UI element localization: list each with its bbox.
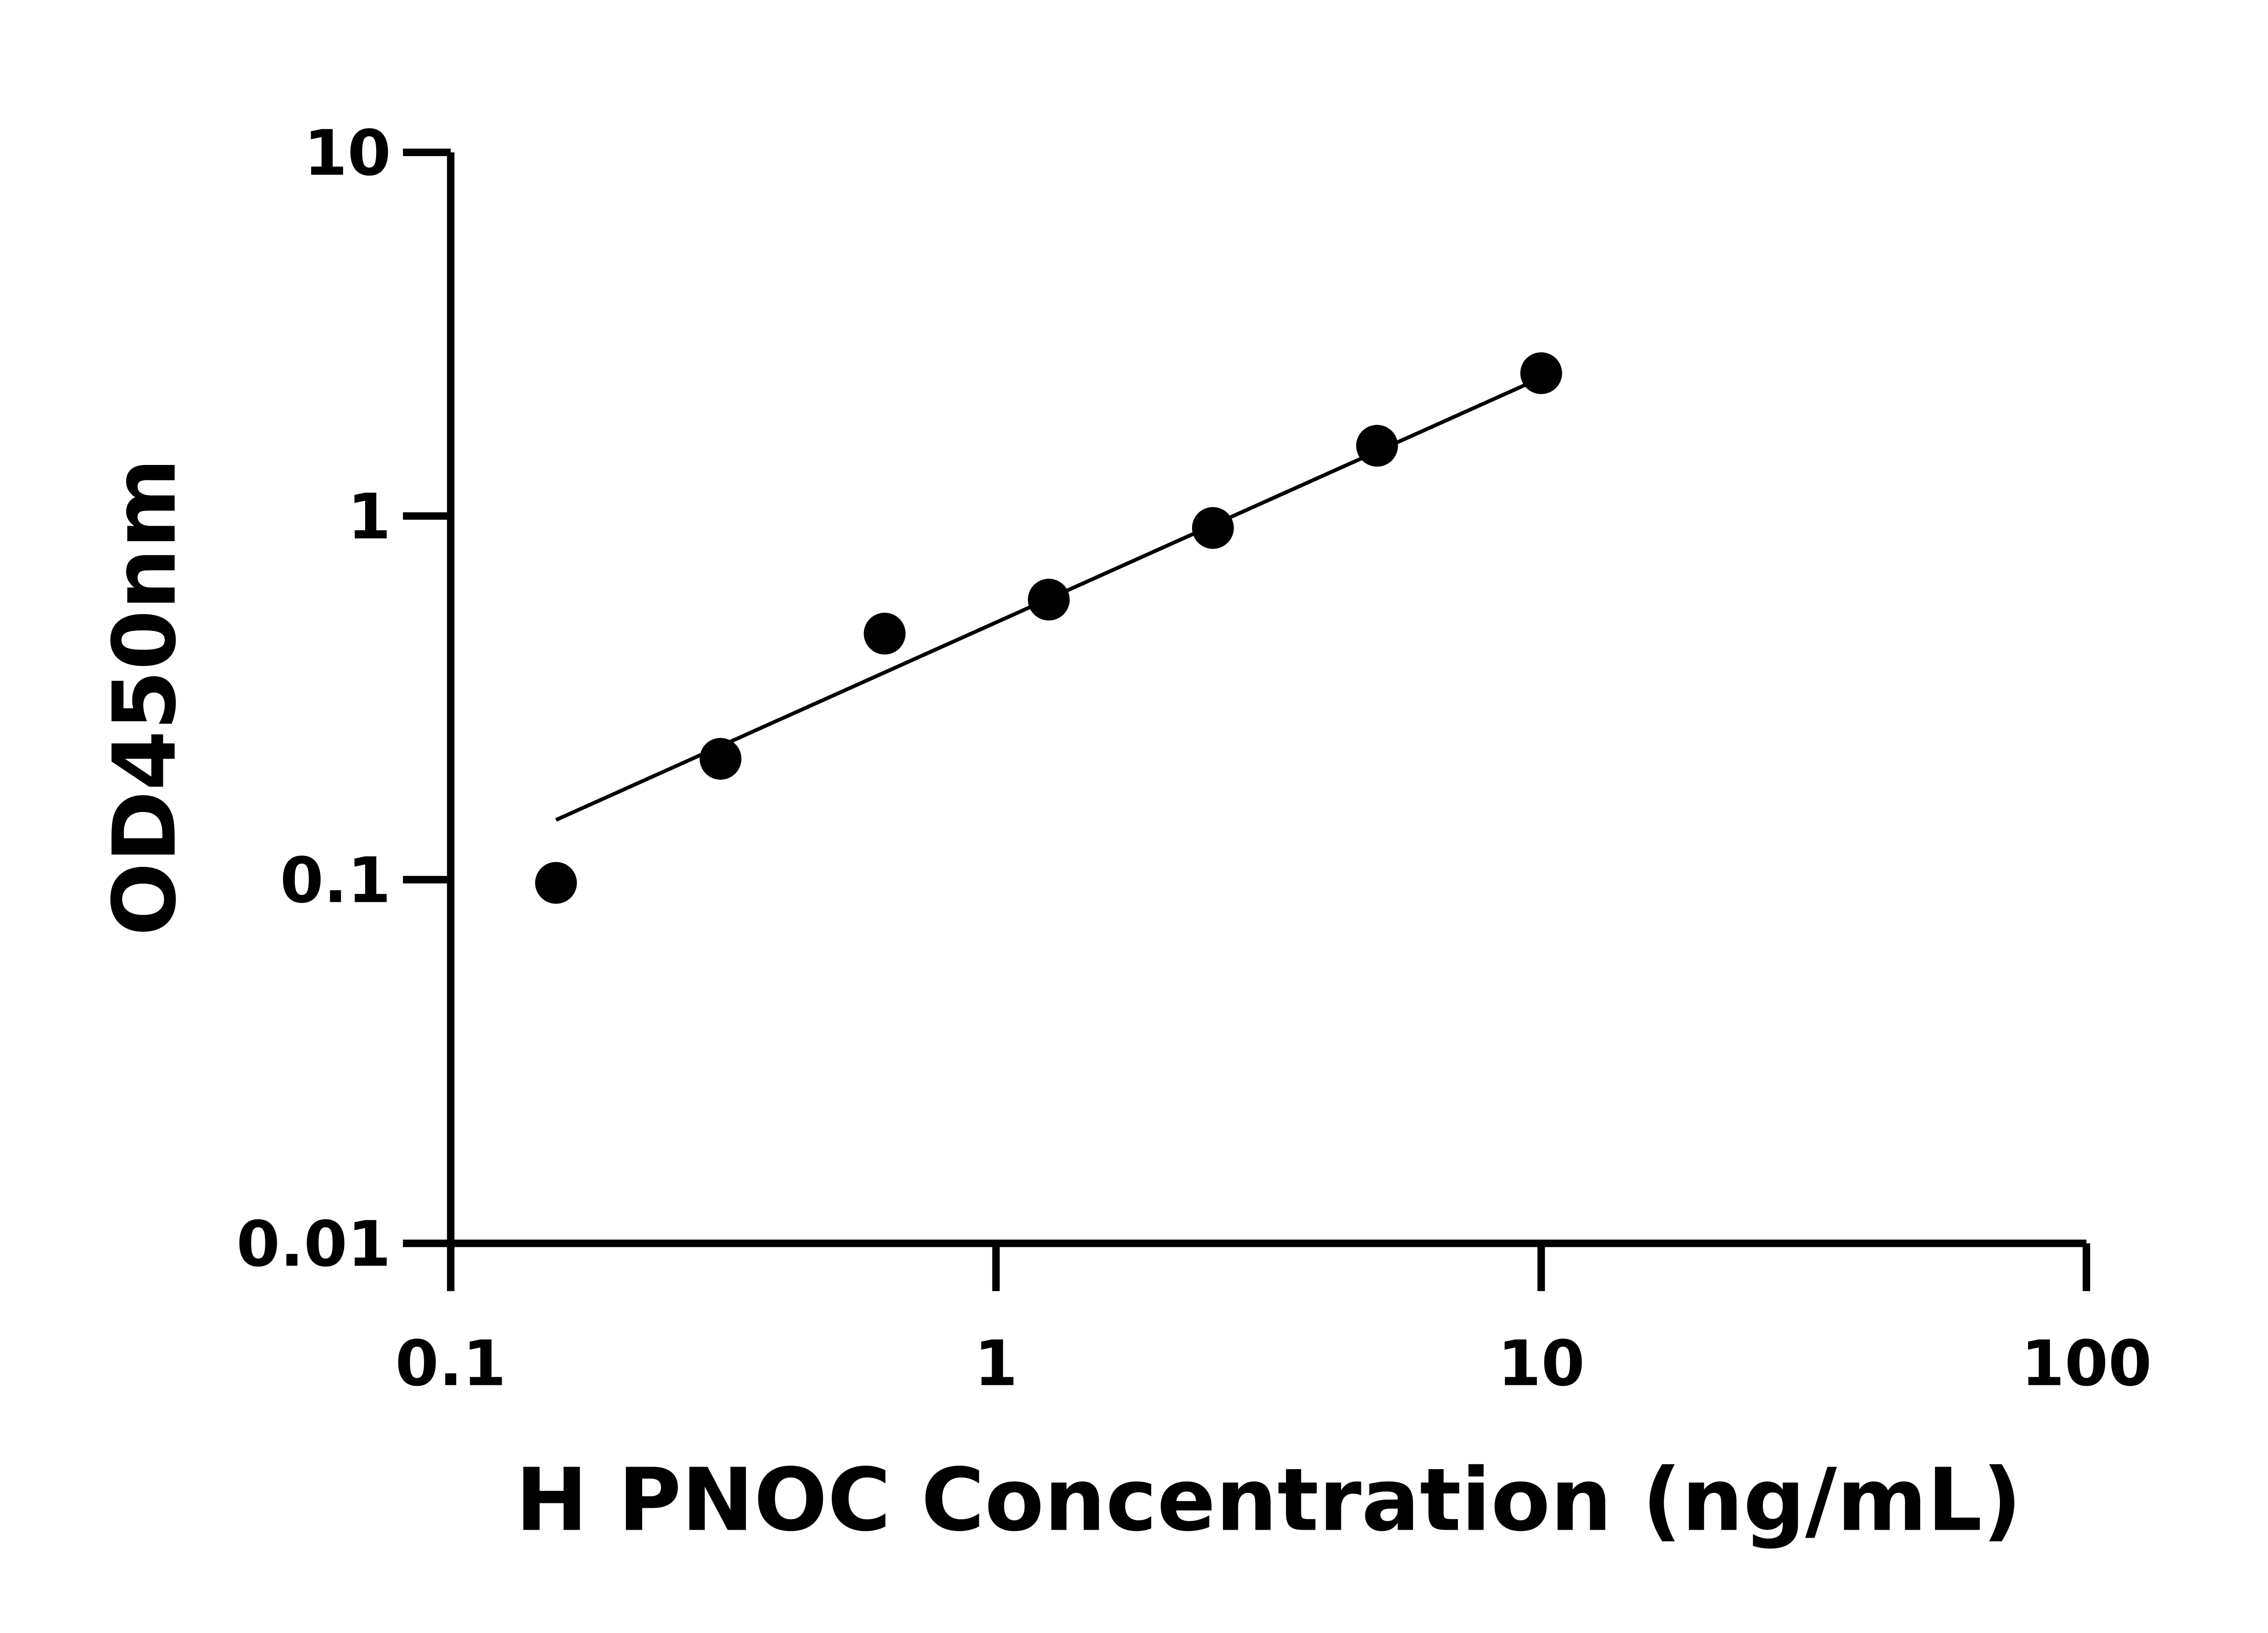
x-axis-label: H PNOC Concentration (ng/mL) xyxy=(515,1450,2022,1551)
y-tick-label: 0.01 xyxy=(236,1208,391,1281)
x-tick-label: 10 xyxy=(1498,1327,1585,1400)
data-point xyxy=(864,612,906,655)
data-point xyxy=(1520,352,1562,394)
x-tick-label: 1 xyxy=(974,1327,1018,1400)
y-tick-label: 1 xyxy=(347,480,391,553)
data-points xyxy=(535,352,1562,904)
data-point xyxy=(699,738,742,780)
y-tick-label: 0.1 xyxy=(280,844,391,917)
data-point xyxy=(1356,425,1398,467)
data-point xyxy=(1028,578,1070,621)
y-axis-label: OD450nm xyxy=(95,458,196,936)
x-tick-label: 0.1 xyxy=(395,1327,506,1400)
data-point xyxy=(1192,507,1234,549)
y-tick-label: 10 xyxy=(304,117,391,190)
x-tick-label: 100 xyxy=(2021,1327,2151,1400)
axes xyxy=(403,148,2090,1291)
data-point xyxy=(535,862,577,904)
